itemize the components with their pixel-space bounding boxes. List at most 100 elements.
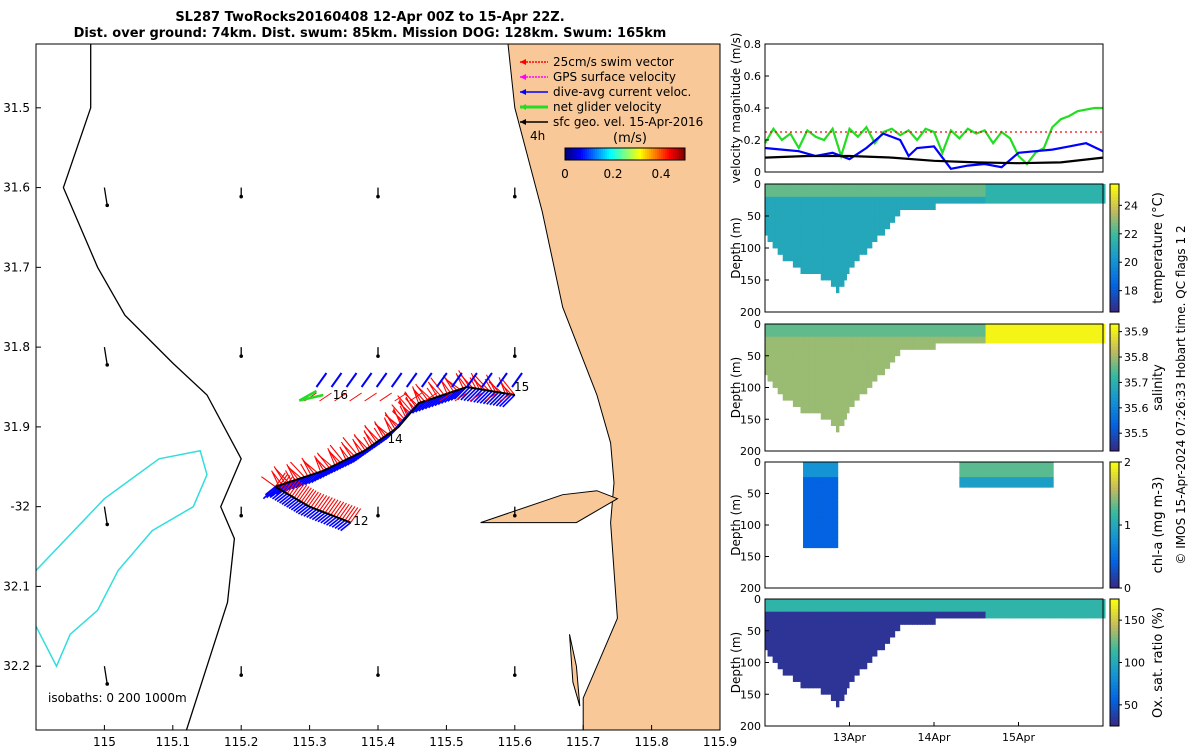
profile-cell	[817, 532, 822, 538]
profile-cell	[896, 324, 901, 331]
panel-y-label: Depth (m)	[729, 217, 743, 278]
profile-cell	[838, 368, 842, 376]
current-vector	[444, 389, 458, 403]
profile-cell	[962, 184, 967, 191]
colorbar-tick-label: 150	[1124, 614, 1145, 627]
profile-cell	[772, 336, 777, 344]
profile-cell	[1018, 196, 1022, 204]
profile-cell	[868, 222, 873, 230]
profile-cell	[833, 330, 837, 338]
profile-cell	[929, 324, 934, 331]
profile-cell	[777, 656, 782, 663]
profile-cell	[871, 184, 875, 191]
profile-cell	[884, 184, 888, 191]
profile-cell	[787, 203, 792, 210]
profile-cell	[765, 184, 769, 191]
profile-cell	[1089, 336, 1093, 344]
profile-cell	[1038, 190, 1043, 198]
profile-cell	[813, 362, 817, 369]
profile-cell	[848, 330, 853, 338]
profile-cell	[810, 368, 815, 376]
profile-cell	[856, 241, 860, 249]
profile-cell	[1013, 324, 1017, 331]
colorbar-cell	[1110, 719, 1119, 724]
profile-cell	[1048, 462, 1052, 468]
swim-vector	[282, 476, 293, 492]
profile-cell	[805, 527, 809, 533]
profile-cell	[957, 190, 962, 198]
profile-cell	[828, 656, 832, 663]
profile-cell	[843, 273, 847, 281]
profile-cell	[1021, 184, 1025, 191]
profile-cell	[1029, 467, 1033, 473]
current-vector	[315, 372, 328, 388]
profile-cell	[851, 336, 855, 344]
profile-cell	[1048, 477, 1052, 483]
profile-cell	[813, 267, 817, 274]
profile-cell	[939, 330, 944, 338]
profile-cell	[823, 260, 827, 268]
profile-cell	[879, 630, 883, 638]
profile-cell	[868, 343, 873, 350]
profile-cell	[868, 216, 873, 223]
profile-cell	[874, 196, 878, 204]
profile-cell	[1038, 330, 1043, 338]
profile-cell	[866, 349, 870, 357]
profile-cell	[800, 393, 804, 401]
current-vector	[434, 393, 448, 407]
profile-cell	[851, 605, 855, 613]
profile-cell	[813, 668, 817, 676]
profile-cell	[835, 362, 840, 369]
profile-cell	[795, 235, 799, 242]
profile-cell	[963, 477, 968, 483]
profile-cell	[843, 599, 847, 606]
profile-cell	[848, 254, 853, 262]
profile-cell	[871, 336, 875, 344]
legend-label: GPS surface velocity	[553, 70, 676, 84]
profile-cell	[795, 393, 799, 401]
profile-cell	[967, 336, 972, 344]
profile-cell	[843, 349, 847, 357]
profile-cell	[834, 472, 839, 478]
profile-cell	[884, 336, 888, 344]
profile-cell	[909, 203, 913, 210]
colorbar-cell	[625, 148, 628, 160]
profile-cell	[803, 196, 807, 204]
swim-vector	[328, 451, 341, 463]
profile-cell	[896, 611, 901, 619]
profile-cell	[803, 222, 807, 230]
swim-vector	[350, 508, 362, 523]
profile-cell	[828, 649, 832, 657]
profile-cell	[782, 649, 787, 657]
profile-cell	[828, 462, 832, 468]
profile-cell	[803, 507, 807, 513]
profile-cell	[863, 662, 868, 670]
colorbar-cell	[1110, 668, 1119, 673]
profile-cell	[828, 605, 832, 613]
profile-cell	[1013, 330, 1017, 338]
profile-cell	[790, 248, 794, 255]
profile-cell	[1008, 324, 1012, 331]
profile-cell	[841, 387, 845, 395]
profile-cell	[770, 216, 774, 223]
profile-cell	[1084, 611, 1088, 619]
profile-cell	[868, 203, 873, 210]
profile-cell	[834, 517, 839, 523]
profile-cell	[881, 336, 886, 344]
profile-cell	[841, 412, 845, 420]
profile-cell	[835, 605, 840, 613]
profile-cell	[824, 472, 828, 478]
profile-cell	[889, 630, 893, 638]
profile-cell	[1086, 324, 1091, 331]
profile-cell	[797, 656, 802, 663]
profile-cell	[820, 611, 825, 619]
profile-cell	[819, 512, 824, 518]
colorbar-cell	[1110, 362, 1119, 366]
profile-cell	[808, 248, 812, 255]
profile-cell	[866, 368, 870, 376]
colorbar-cell	[1110, 618, 1119, 622]
profile-cell	[777, 643, 782, 651]
profile-cell	[990, 611, 995, 619]
profile-cell	[1084, 336, 1088, 344]
